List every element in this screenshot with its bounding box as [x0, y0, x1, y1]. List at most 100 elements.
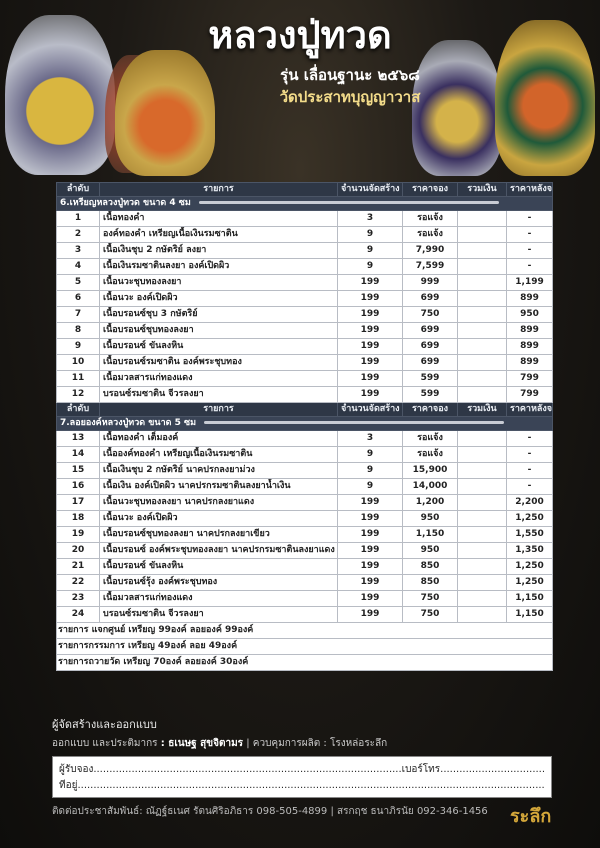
total[interactable]: [457, 258, 507, 275]
table-row: 18 เนื้อนวะ องค์เปิดผิว 199 950 1,250: [56, 510, 553, 527]
total[interactable]: [457, 370, 507, 387]
preorder-price: 15,900: [402, 462, 458, 479]
after-price: -: [506, 258, 553, 275]
after-price: 1,150: [506, 590, 553, 607]
total[interactable]: [457, 462, 507, 479]
total[interactable]: [457, 542, 507, 559]
total[interactable]: [457, 290, 507, 307]
credits: ออกแบบ และประติมากร : ธเนษฐ สุขจิตามร | …: [52, 737, 387, 750]
after-price: -: [506, 210, 553, 227]
column-header: จำนวนจัดสร้าง: [337, 182, 403, 197]
temple-name: วัดประสาทบุญญาวาส: [279, 88, 421, 106]
section-title-cell: 6.เหรียญหลวงปู่ทวด ขนาด 4 ซม: [56, 196, 553, 211]
amulet-image-silver: [5, 15, 115, 175]
item-name: บรอนซ์รมซาติน จีวรลงยา: [99, 386, 338, 403]
quantity: 199: [337, 338, 403, 355]
quantity: 199: [337, 606, 403, 623]
total[interactable]: [457, 386, 507, 403]
total[interactable]: [457, 322, 507, 339]
quantity: 199: [337, 510, 403, 527]
table-row: 22 เนื้อบรอนซ์รุ้ง องค์พระชุบทอง 199 850 1,2…: [56, 574, 553, 591]
item-name: เนื้อบรอนซ์ ขันลงหิน: [99, 558, 338, 575]
total[interactable]: [457, 606, 507, 623]
table-row: 16 เนื้อเงิน องค์เปิดผิว นาคปรกรมซาตินลงย…: [56, 478, 553, 495]
after-price: 1,150: [506, 606, 553, 623]
preorder-price: 699: [402, 338, 458, 355]
after-price: 2,200: [506, 494, 553, 511]
quantity: 3: [337, 210, 403, 227]
item-name: เนื้อเงิน องค์เปิดผิว นาคปรกรมซาตินลงยาน…: [99, 478, 338, 495]
quantity: 9: [337, 242, 403, 259]
item-number: 12: [56, 386, 100, 403]
edition-subtitle: รุ่น เลื่อนฐานะ ๒๕๖๘: [280, 66, 420, 84]
section-title-cell: 7.ลอยองค์หลวงปู่ทวด ขนาด 5 ซม: [56, 416, 553, 431]
table-row: 23 เนื้อมวลสารแก่ทองแดง 199 750 1,150: [56, 590, 553, 607]
item-name: เนื้อมวลสารแก่ทองแดง: [99, 370, 338, 387]
total[interactable]: [457, 526, 507, 543]
item-name: เนื้อบรอนซ์ชุบทองลงยา: [99, 322, 338, 339]
quantity: 199: [337, 558, 403, 575]
item-number: 15: [56, 462, 100, 479]
note-row: รายการถวายวัด เหรียญ 70องค์ ลอยองค์ 30อง…: [56, 654, 553, 671]
total[interactable]: [457, 210, 507, 227]
total[interactable]: [457, 430, 507, 447]
after-price: 899: [506, 290, 553, 307]
total[interactable]: [457, 242, 507, 259]
after-price: -: [506, 226, 553, 243]
contact-info: ติดต่อประชาสัมพันธ์: ณัฏฐ์ธเนศ รัตนศิริอ…: [52, 806, 488, 817]
preorder-price: 1,200: [402, 494, 458, 511]
maker-title: ผู้จัดสร้างและออกแบบ: [52, 718, 157, 731]
table-row: 20 เนื้อบรอนซ์ องค์พระชุบทองลงยา นาคปรกรม…: [56, 542, 553, 559]
item-name: เนื้อเงินรมซาตินลงยา องค์เปิดผิว: [99, 258, 338, 275]
quantity: 199: [337, 274, 403, 291]
name-phone-field[interactable]: ผู้รับจอง...............................…: [59, 764, 545, 775]
after-price: -: [506, 446, 553, 463]
total[interactable]: [457, 478, 507, 495]
total[interactable]: [457, 558, 507, 575]
table-row: 8 เนื้อบรอนซ์ชุบทองลงยา 199 699 899: [56, 322, 553, 339]
order-form: ผู้รับจอง...............................…: [52, 756, 552, 798]
item-name: เนื้อนวะ องค์เปิดผิว: [99, 290, 338, 307]
total[interactable]: [457, 590, 507, 607]
after-price: 899: [506, 338, 553, 355]
quantity: 199: [337, 370, 403, 387]
total[interactable]: [457, 338, 507, 355]
total[interactable]: [457, 510, 507, 527]
design-label: ออกแบบ และประติมากร: [52, 738, 158, 749]
item-name: เนื้อทองคำ: [99, 210, 338, 227]
table-row: 1 เนื้อทองคำ 3 รอแจ้ง -: [56, 210, 553, 227]
table-row: 6 เนื้อนวะ องค์เปิดผิว 199 699 899: [56, 290, 553, 307]
column-header: รายการ: [99, 402, 338, 417]
total[interactable]: [457, 354, 507, 371]
item-name: เนื้อบรอนซ์ องค์พระชุบทองลงยา นาคปรกรมซา…: [99, 542, 338, 559]
table-row: 3 เนื้อเงินชุบ 2 กษัตริย์ ลงยา 9 7,990 -: [56, 242, 553, 259]
hero-banner: หลวงปู่ทวด รุ่น เลื่อนฐานะ ๒๕๖๘ วัดประสา…: [0, 0, 600, 180]
total[interactable]: [457, 574, 507, 591]
total[interactable]: [457, 226, 507, 243]
item-number: 3: [56, 242, 100, 259]
table-row: 13 เนื้อทองคำ เต็มองค์ 3 รอแจ้ง -: [56, 430, 553, 447]
total[interactable]: [457, 446, 507, 463]
quantity: 199: [337, 322, 403, 339]
item-number: 1: [56, 210, 100, 227]
quantity: 199: [337, 590, 403, 607]
column-header: ราคาหลังจอง: [506, 402, 553, 417]
item-name: บรอนซ์รมซาติน จีวรลงยา: [99, 606, 338, 623]
quantity: 199: [337, 574, 403, 591]
after-price: 1,199: [506, 274, 553, 291]
item-name: องค์ทองคำ เหรียญเนื้อเงินรมซาติน: [99, 226, 338, 243]
quantity: 9: [337, 446, 403, 463]
item-name: เนื้อเงินชุบ 2 กษัตริย์ นาคปรกลงยาม่วง: [99, 462, 338, 479]
total[interactable]: [457, 274, 507, 291]
quantity: 9: [337, 258, 403, 275]
address-field[interactable]: ที่อยู่.................................…: [59, 780, 545, 791]
total[interactable]: [457, 494, 507, 511]
preorder-price: 850: [402, 574, 458, 591]
quantity: 199: [337, 290, 403, 307]
total[interactable]: [457, 306, 507, 323]
after-price: -: [506, 462, 553, 479]
section-divider: [204, 421, 505, 424]
item-number: 8: [56, 322, 100, 339]
quantity: 9: [337, 226, 403, 243]
table-row: 14 เนื้อองค์ทองคำ เหรียญเนื้อเงินรมซาติน 9…: [56, 446, 553, 463]
